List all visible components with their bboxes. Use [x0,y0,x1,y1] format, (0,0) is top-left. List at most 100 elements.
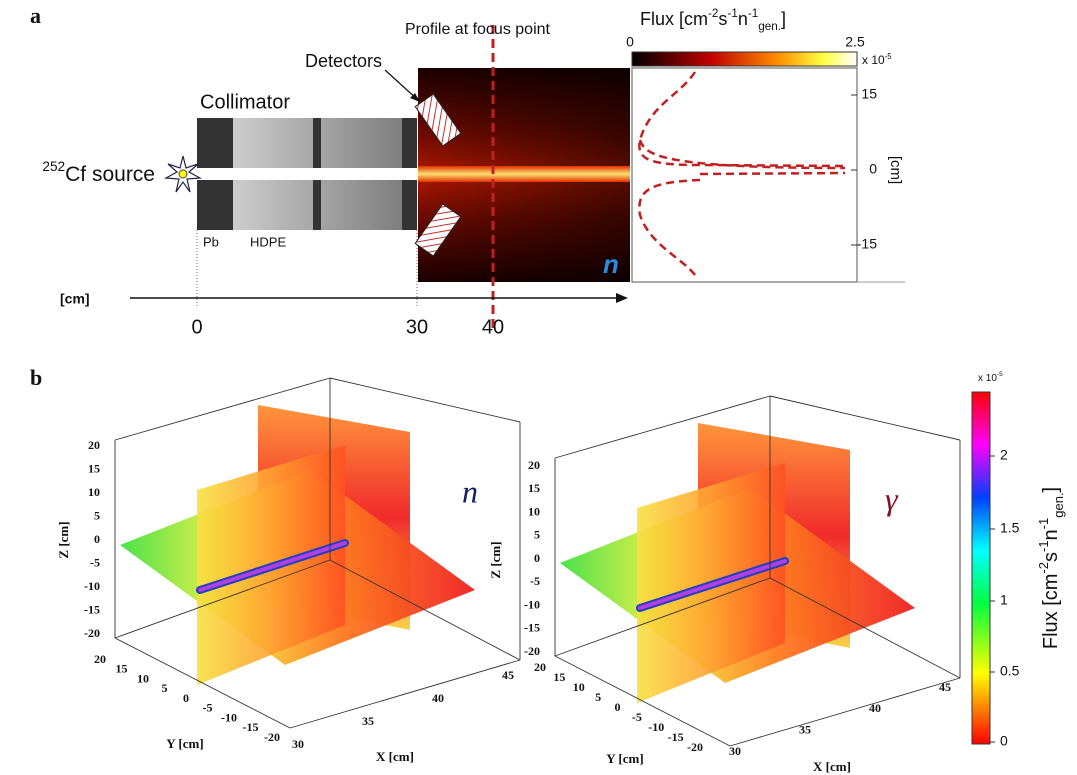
profile-tick-label: 0 [869,161,877,177]
text-part: -1 [748,7,758,20]
axis-tick-label: 30 [406,316,428,338]
text-part: Cf source [65,163,155,186]
profile-unit: [cm] [887,156,904,184]
source-label: 252Cf source [42,159,155,185]
source-dot [179,170,187,178]
text-part: s [718,9,727,29]
y-axis-label: Y [cm] [166,736,203,751]
z-tick-label: -5 [90,555,100,569]
y-tick-label: -10 [648,720,664,734]
colorbar-tick: 0 [626,34,634,50]
y-tick-label: -5 [632,710,642,724]
z-tick-label: 0 [94,532,100,546]
detectors-label: Detectors [305,51,382,71]
y-tick-label: -20 [687,740,703,754]
z-tick-label: -10 [84,579,100,593]
z-axis-label: Z [cm] [488,541,503,578]
colorbar-tick: 1.5 [1000,520,1020,536]
z-tick-label: -20 [524,644,540,658]
y-tick-label: 10 [573,680,585,694]
y-tick-label: 5 [595,690,601,704]
z-tick-label: -10 [524,597,540,611]
colorbar-tick: 1 [1000,592,1008,608]
y-tick-label: -10 [221,710,237,724]
y-tick-label: 10 [137,671,149,685]
text-part: gen. [758,20,781,33]
colorbar [972,392,990,744]
arrow-head [616,293,628,303]
z-tick-label: 10 [528,504,540,518]
text-part: -1 [727,7,737,20]
text-part: -5 [997,371,1003,378]
y-tick-label: 15 [553,670,565,684]
text-part: gen. [1051,492,1066,517]
z-tick-label: 15 [528,481,540,495]
colorbar [632,52,857,66]
colorbar-tick: 2 [1000,447,1008,463]
z-tick-label: 10 [88,485,100,499]
material-label: Pb [203,234,219,249]
text-part: s [1040,552,1062,562]
colorbar-title: Flux [cm-2s-1n-1gen.] [1036,487,1066,649]
z-tick-label: -20 [84,626,100,640]
text-part: -1 [1036,518,1051,530]
x-tick-label: 35 [799,722,811,736]
y-tick-label: -20 [264,730,280,744]
z-tick-label: 20 [528,458,540,472]
box-edge [730,678,960,746]
text-part: Flux [cm [640,9,708,29]
x-tick-label: 30 [729,744,741,758]
colorbar-multiplier: x 10-5 [862,52,892,68]
x-tick-label: 45 [939,680,951,694]
particle-label: n [603,249,619,279]
panel-label: a [30,3,41,28]
x-tick-label: 45 [502,668,514,682]
colorbar-title: Flux [cm-2s-1n-1gen.] [640,7,786,33]
z-tick-label: 5 [534,528,540,542]
particle-label: n [462,473,478,509]
axis-unit: [cm] [60,291,90,307]
y-tick-label: 0 [615,700,621,714]
x-tick-label: 40 [869,701,881,715]
text-part: ] [1040,487,1062,493]
axis-tick-label: 40 [482,316,504,338]
figure: a 252Cf source Collimator Pb HDPE Detect… [0,0,1077,775]
profile-tick-label: -15 [857,236,877,252]
text-part: 252 [42,159,65,174]
z-tick-label: 5 [94,508,100,522]
particle-label: γ [885,480,899,516]
y-tick-label: 15 [116,662,128,676]
colorbar-tick: 2.5 [845,34,865,50]
collimator-channel [197,168,417,180]
y-tick-label: -15 [668,730,684,744]
profile-title: Profile at focus point [405,21,551,38]
colorbar-tick: 0.5 [1000,663,1020,679]
x-tick-label: 40 [432,691,444,705]
colorbar-multiplier: x 10-5 [978,371,1003,383]
z-tick-label: -15 [84,602,100,616]
y-tick-label: 20 [534,660,546,674]
text-part: Flux [cm [1040,574,1062,650]
x-axis-label: X [cm] [376,749,414,764]
text-part: x 10 [978,373,997,384]
z-tick-label: -5 [530,574,540,588]
x-tick-label: 30 [292,737,304,751]
box-edge [330,378,520,422]
text-part: n [1040,529,1062,540]
box-edge [770,396,960,440]
z-tick-label: 15 [88,461,100,475]
panel-label: b [30,365,42,390]
box-edge [290,660,520,728]
y-tick-label: 20 [94,652,106,666]
text-part: -5 [885,52,893,61]
axis-tick-label: 0 [191,316,202,338]
profile-tick-label: 15 [861,86,877,102]
text-part: -2 [708,7,718,20]
text-part: ] [781,9,786,29]
colorbar-tick: 0 [1000,733,1008,749]
text-part: -1 [1036,540,1051,552]
z-axis-label: Z [cm] [56,521,71,558]
z-tick-label: -15 [524,621,540,635]
text-part: -2 [1036,562,1051,574]
